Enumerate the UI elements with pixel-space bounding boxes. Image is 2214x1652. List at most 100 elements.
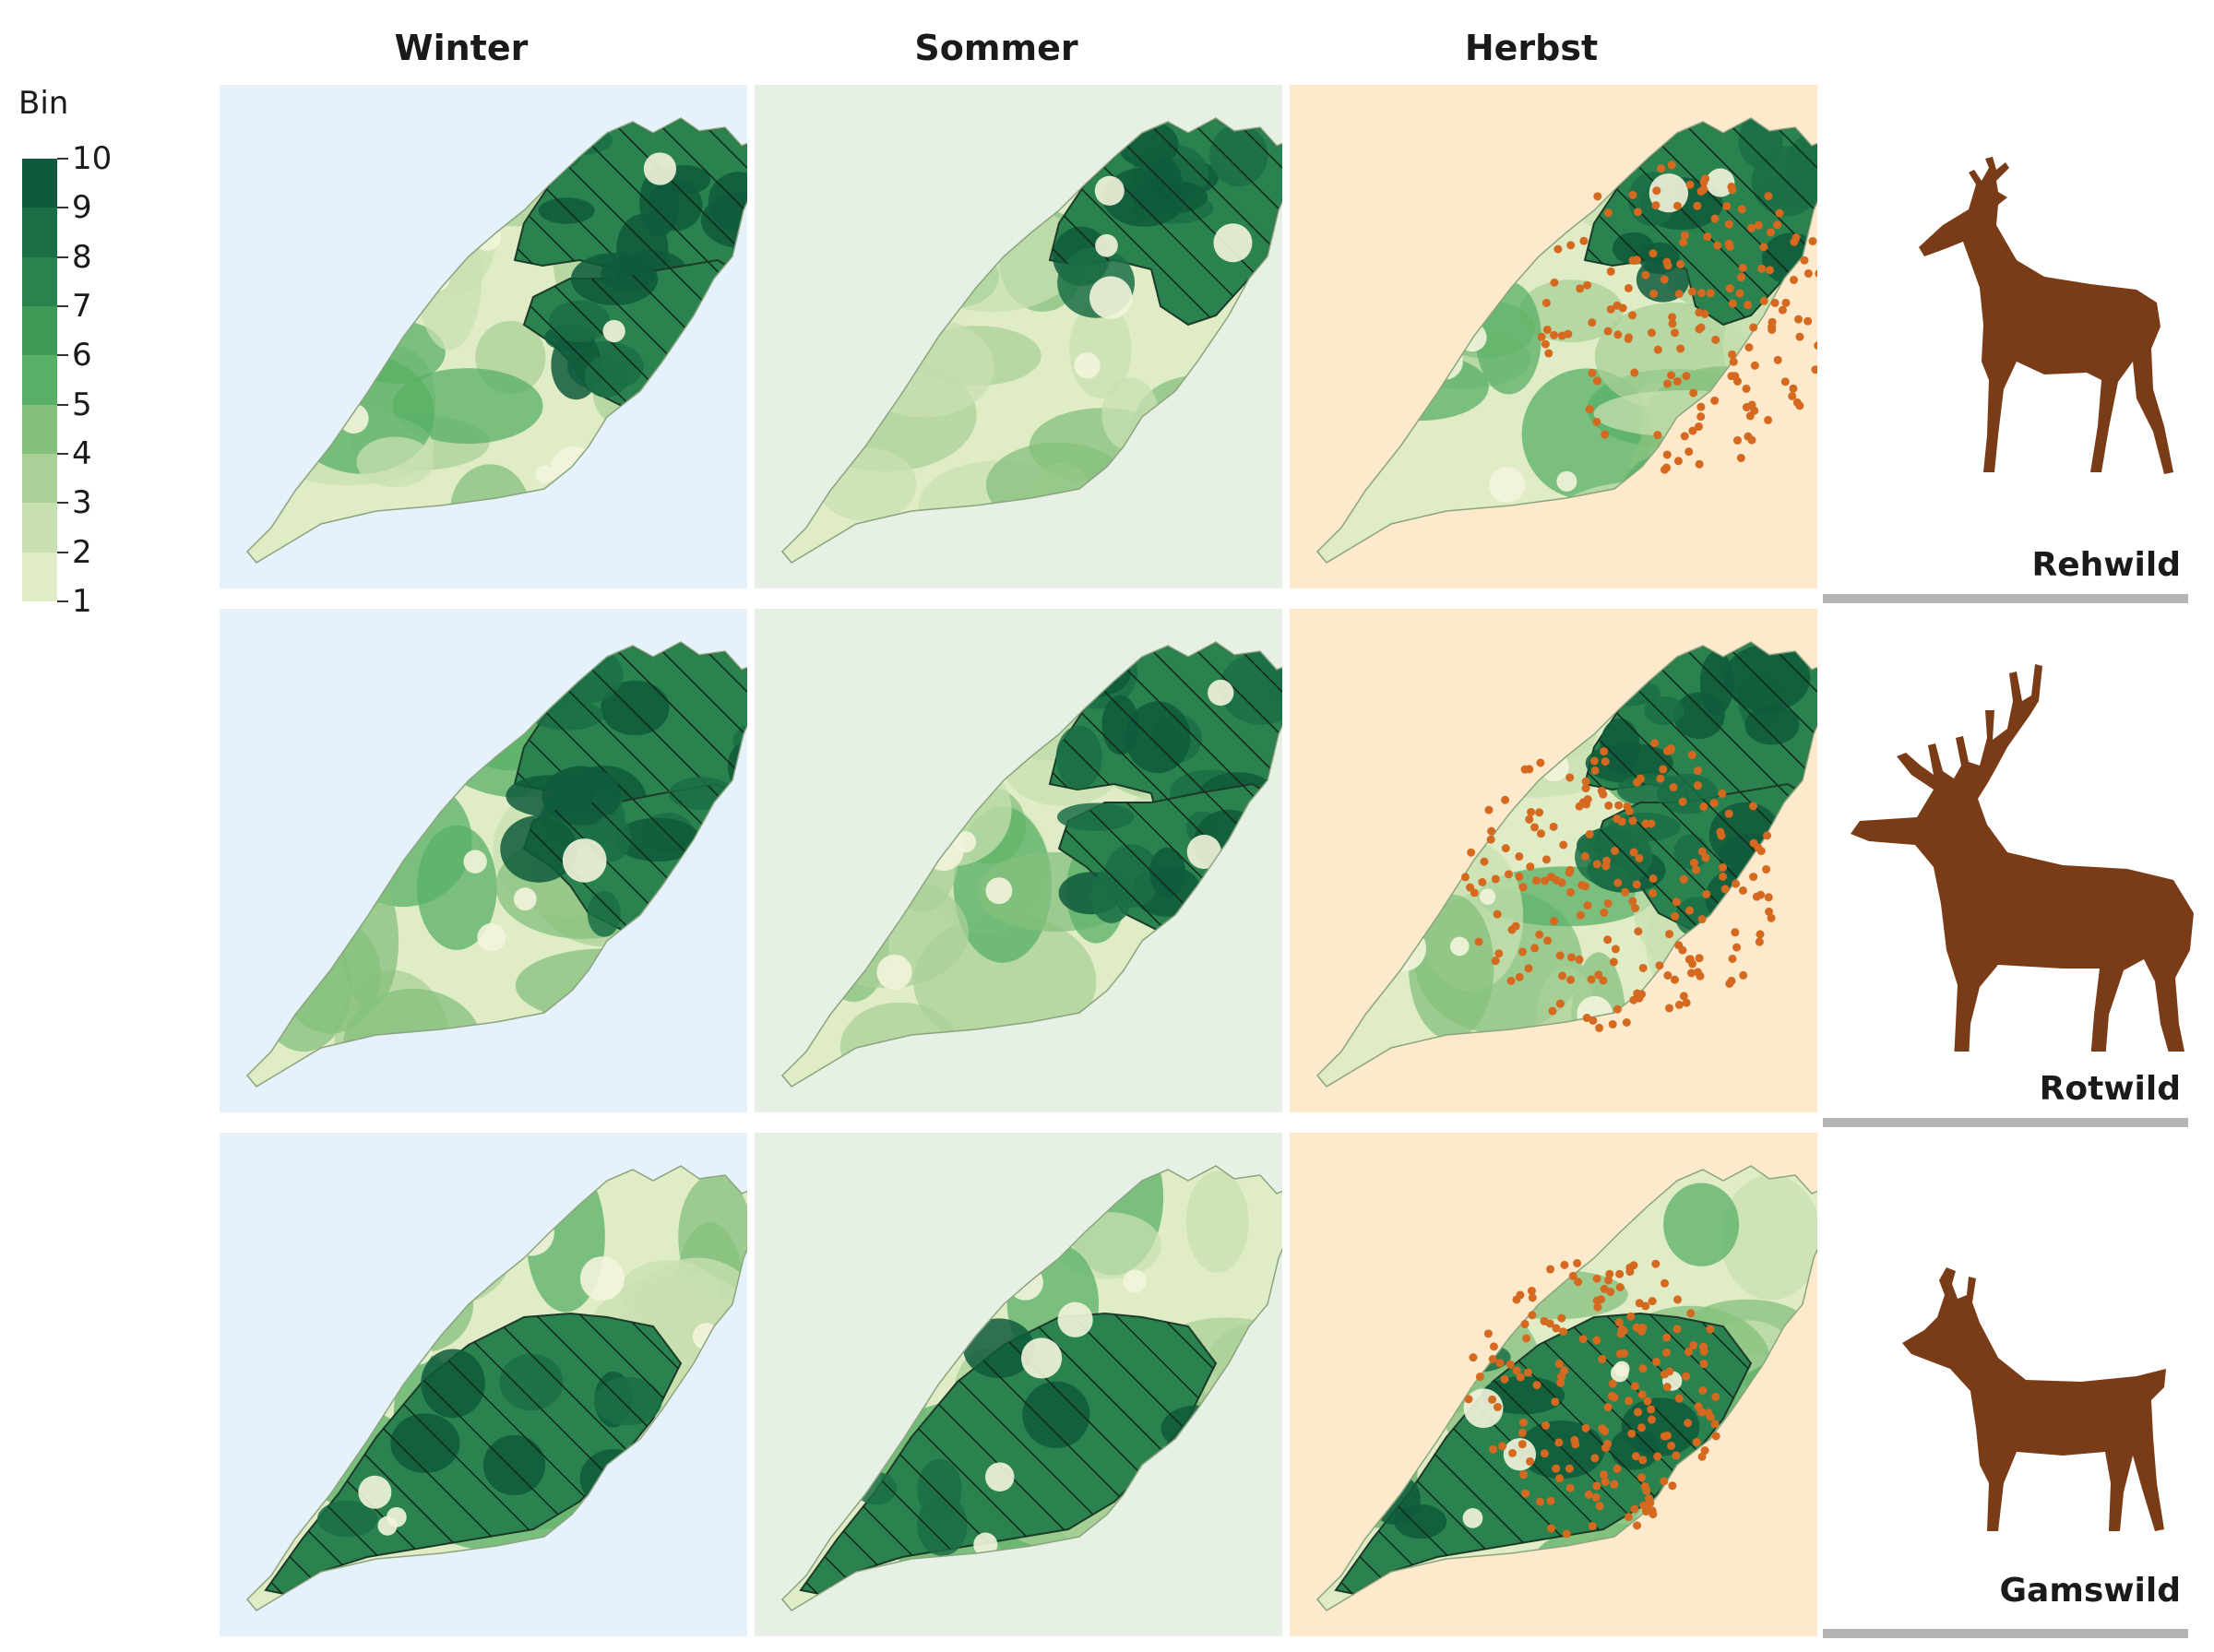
observation-point	[1506, 1360, 1515, 1369]
legend-title: Bin	[18, 85, 69, 122]
observation-point	[1601, 1427, 1610, 1436]
observation-point	[1578, 1335, 1588, 1344]
observation-point	[1814, 341, 1817, 351]
observation-point	[1728, 350, 1737, 359]
observation-point	[1657, 164, 1666, 173]
observation-point	[1722, 202, 1732, 211]
observation-point	[1601, 430, 1610, 439]
observation-point	[1550, 278, 1559, 287]
observation-point	[1614, 801, 1624, 810]
observation-point	[1601, 1477, 1610, 1486]
legend-swatch	[22, 305, 57, 356]
density-hole	[358, 1475, 392, 1509]
observation-point	[1686, 1309, 1696, 1318]
observation-point	[1655, 961, 1664, 970]
observation-point	[1725, 979, 1734, 988]
observation-point	[1699, 184, 1708, 194]
legend-tick	[57, 453, 68, 455]
observation-point	[1504, 870, 1513, 879]
observation-point	[1697, 1452, 1707, 1461]
observation-point	[1618, 303, 1627, 313]
observation-point	[1622, 1017, 1631, 1027]
observation-point	[1744, 343, 1754, 352]
observation-point	[1755, 937, 1764, 946]
observation-point	[1610, 1480, 1619, 1489]
observation-point	[1749, 802, 1758, 811]
observation-point	[1794, 315, 1803, 324]
observation-point	[1583, 280, 1592, 290]
observation-point	[1656, 774, 1665, 783]
legend-tick-label: 7	[72, 288, 92, 325]
observation-point	[1610, 846, 1619, 855]
observation-point	[1559, 1327, 1568, 1337]
observation-point	[1592, 860, 1601, 869]
region-outline	[780, 117, 1282, 564]
observation-point	[1611, 945, 1620, 954]
density-blob	[1408, 894, 1494, 1040]
observation-point	[1719, 872, 1728, 881]
density-hole	[562, 838, 607, 883]
region-outline	[1315, 117, 1817, 564]
density-blob	[356, 436, 434, 488]
observation-point	[1637, 1390, 1647, 1399]
observation-point	[1641, 819, 1650, 828]
legend-swatch	[22, 355, 57, 405]
observation-point	[1613, 1464, 1622, 1473]
observation-point	[1695, 954, 1704, 963]
observation-point	[1604, 1276, 1613, 1285]
core-hatching	[801, 1313, 1216, 1594]
observation-point	[1527, 1286, 1536, 1295]
observation-point	[1560, 1366, 1569, 1375]
observation-point	[1704, 1408, 1713, 1418]
observation-point	[1736, 273, 1745, 282]
core-hatching	[1059, 784, 1268, 932]
observation-point	[1728, 299, 1737, 308]
observation-point	[1700, 1446, 1709, 1456]
legend-swatch	[22, 159, 57, 208]
map-panel-gamswild-sommer	[755, 1133, 1282, 1636]
observation-point	[1624, 283, 1633, 292]
observation-point	[1764, 192, 1773, 201]
legend-tick	[57, 207, 68, 209]
legend-tick-label: 8	[72, 238, 92, 276]
observation-point	[1674, 290, 1684, 299]
observation-point	[1491, 957, 1500, 966]
legend-tick-label: 10	[72, 140, 113, 177]
observation-point	[1484, 805, 1494, 814]
observation-point	[1592, 1296, 1601, 1305]
observation-point	[1660, 275, 1669, 284]
observation-point	[1759, 296, 1768, 305]
observation-point	[1565, 1464, 1574, 1473]
observation-point	[1558, 971, 1567, 981]
observation-point	[1478, 877, 1487, 886]
observation-point	[1562, 1529, 1571, 1539]
observation-point	[1709, 799, 1719, 808]
observation-point	[1638, 1364, 1648, 1373]
observation-point	[1710, 214, 1720, 223]
observation-point	[1653, 1452, 1662, 1461]
observation-point	[1575, 955, 1584, 964]
observation-point	[1697, 847, 1707, 856]
observation-point	[1493, 1402, 1502, 1411]
observation-point	[1789, 384, 1798, 393]
observation-point	[1515, 972, 1524, 981]
observation-point	[1609, 957, 1618, 967]
observation-point	[1552, 1464, 1561, 1473]
observation-point	[1747, 435, 1756, 445]
observation-point	[1511, 921, 1520, 931]
observation-point	[1653, 431, 1662, 440]
observation-point	[1545, 1319, 1554, 1328]
observation-point	[1727, 372, 1736, 381]
observation-point	[1713, 241, 1722, 250]
observation-point	[1621, 887, 1630, 897]
observation-point	[1638, 963, 1648, 972]
observation-point	[1565, 773, 1575, 782]
map-panel-gamswild-winter	[220, 1133, 747, 1636]
observation-point	[1670, 328, 1679, 338]
density-hole	[1020, 1337, 1063, 1379]
observation-point	[1732, 943, 1742, 952]
observation-point	[1698, 1385, 1708, 1395]
observation-point	[1519, 1470, 1529, 1480]
observation-point	[1637, 990, 1647, 999]
observation-point	[1546, 1496, 1555, 1505]
